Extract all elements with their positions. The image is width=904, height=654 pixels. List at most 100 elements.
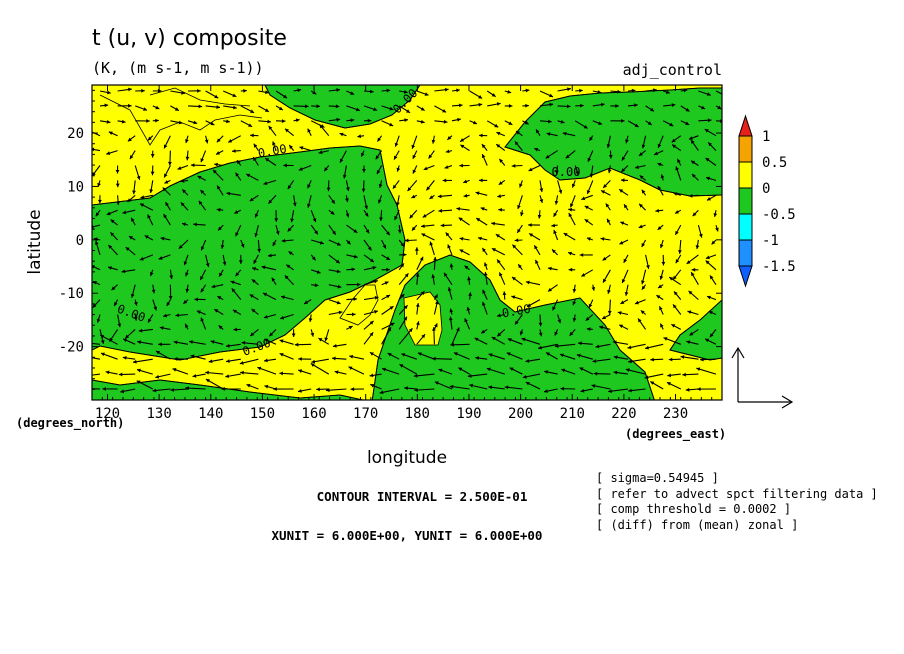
wind-arrow	[381, 254, 391, 261]
wind-arrow	[249, 294, 259, 301]
wind-arrow	[469, 383, 488, 390]
wind-arrow	[357, 134, 365, 139]
wind-arrow	[238, 254, 243, 264]
wind-arrow	[226, 191, 241, 196]
wind-arrow	[326, 180, 331, 192]
wind-arrow	[481, 153, 488, 166]
wind-arrow	[398, 272, 409, 286]
wind-arrow	[578, 341, 593, 346]
wind-arrow	[657, 135, 664, 149]
wind-arrow	[498, 179, 506, 186]
wind-arrow	[200, 284, 207, 293]
wind-arrow	[185, 150, 190, 161]
wind-arrow	[279, 371, 294, 376]
wind-arrow	[407, 180, 418, 192]
wind-arrow	[464, 318, 471, 330]
wind-arrow	[381, 105, 394, 111]
wind-arrow	[94, 240, 101, 256]
wind-arrow	[113, 299, 119, 307]
wind-arrow	[346, 224, 358, 234]
wind-arrow	[164, 201, 171, 211]
wind-arrow	[645, 120, 653, 126]
wind-arrow	[680, 355, 699, 360]
wind-arrow	[491, 336, 506, 345]
wind-arrow	[662, 120, 674, 127]
wind-arrow	[711, 239, 717, 245]
wind-arrow	[663, 337, 681, 345]
wind-arrow	[184, 323, 189, 330]
wind-arrow	[478, 133, 488, 138]
wind-arrow	[152, 299, 158, 311]
wind-arrow	[514, 238, 523, 243]
wind-arrow	[557, 314, 562, 324]
wind-arrow	[166, 299, 171, 307]
wind-arrow	[185, 386, 206, 391]
wind-arrow	[449, 384, 470, 390]
wind-arrow	[399, 252, 407, 257]
wind-arrow	[294, 342, 312, 347]
wind-arrow	[240, 239, 245, 248]
wind-arrow	[182, 299, 189, 305]
wind-arrow	[688, 290, 699, 301]
wind-arrow	[223, 105, 237, 110]
wind-arrow	[251, 278, 259, 286]
wind-arrow	[504, 120, 513, 126]
wind-arrow	[216, 135, 224, 143]
wind-arrow	[363, 279, 378, 286]
wind-arrow	[673, 291, 682, 300]
wind-arrow	[602, 180, 611, 189]
wind-arrow	[653, 150, 664, 156]
colorbar-band	[738, 239, 753, 267]
wind-arrow	[645, 105, 655, 112]
wind-arrow	[117, 119, 126, 124]
wind-arrow	[469, 102, 483, 107]
wind-arrow	[164, 179, 171, 184]
wind-arrow	[416, 290, 425, 300]
wind-arrow	[149, 180, 154, 194]
wind-arrow	[432, 356, 453, 361]
wind-arrow	[138, 328, 153, 333]
x-tick-label: 210	[560, 406, 585, 422]
wind-arrow	[709, 329, 717, 338]
wind-arrow	[579, 253, 593, 257]
wind-arrow	[151, 284, 156, 294]
wind-arrow	[667, 373, 681, 378]
wind-arrow	[216, 185, 224, 196]
wind-arrow	[363, 209, 369, 217]
zero-contour	[669, 299, 722, 361]
wind-arrow	[360, 150, 365, 157]
wind-arrow	[147, 314, 154, 323]
wind-arrow	[293, 88, 302, 93]
wind-arrow	[181, 188, 189, 196]
wind-arrow	[268, 329, 277, 337]
reference-vector	[731, 346, 794, 409]
wind-arrow	[581, 194, 593, 201]
wind-arrow	[504, 385, 523, 390]
wind-arrow	[135, 88, 145, 93]
wind-arrow	[128, 235, 136, 241]
wind-arrow	[621, 269, 629, 284]
wind-arrow	[319, 124, 330, 137]
wind-arrow	[463, 179, 470, 184]
colorbar-band	[738, 135, 753, 163]
wind-arrow	[159, 326, 171, 330]
wind-arrow	[331, 356, 347, 361]
wind-arrow	[600, 237, 611, 241]
coastline	[99, 87, 263, 146]
wind-arrow	[325, 388, 347, 393]
wind-arrow	[517, 195, 523, 210]
wind-arrow	[606, 218, 611, 226]
wind-arrow	[535, 129, 541, 136]
wind-arrow	[144, 235, 154, 241]
wind-arrow	[253, 143, 259, 151]
wind-arrow	[299, 146, 312, 152]
wind-arrow	[205, 370, 224, 375]
wind-arrow	[139, 203, 154, 211]
wind-arrow	[522, 373, 541, 379]
wind-arrow	[240, 120, 253, 128]
wind-arrow	[213, 308, 224, 315]
wind-arrow	[222, 254, 227, 266]
wind-arrow	[149, 269, 154, 277]
wind-arrow	[249, 194, 259, 202]
